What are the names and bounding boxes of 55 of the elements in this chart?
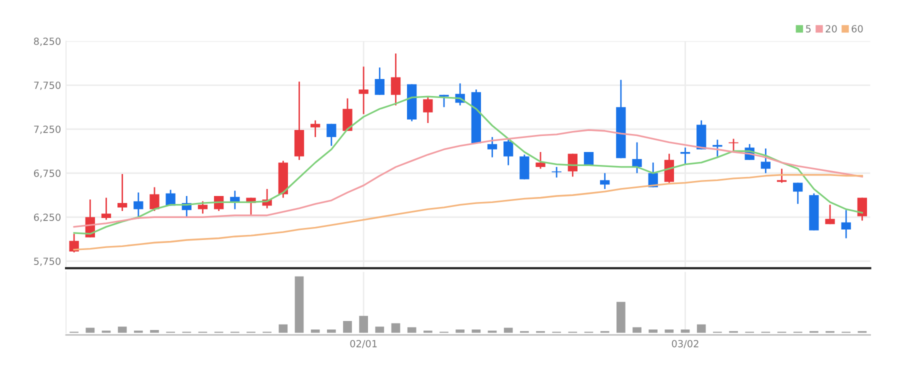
candlestick: [520, 154, 530, 180]
bar: [407, 327, 416, 333]
bar: [504, 328, 513, 333]
legend-label: 60: [852, 25, 863, 32]
candlestick: [117, 173, 128, 212]
bar: [86, 328, 95, 333]
candlestick: [776, 168, 787, 184]
candlestick: [150, 186, 160, 212]
bar: [375, 326, 384, 333]
candlestick: [825, 204, 835, 225]
candlestick: [326, 123, 336, 147]
bar: [616, 302, 626, 333]
candlestick: [760, 148, 771, 174]
candlestick: [374, 66, 384, 96]
bar: [472, 329, 481, 333]
y-tick-label: 8,250: [34, 38, 61, 46]
candlestick: [632, 142, 642, 174]
candlestick: [101, 197, 112, 220]
bar: [632, 327, 642, 333]
bar: [150, 330, 159, 333]
bar: [118, 326, 127, 333]
bar: [326, 329, 336, 333]
legend-label: 20: [826, 25, 837, 32]
bar: [456, 329, 465, 333]
candlestick: [841, 209, 851, 239]
candlestick: [584, 152, 594, 166]
candlestick: [310, 120, 320, 138]
x-tick-label: 03/02: [672, 340, 698, 348]
y-tick-label: 6,250: [34, 214, 61, 222]
legend-label: 5: [806, 25, 811, 32]
bar: [696, 324, 706, 333]
y-tick-label: 6,750: [34, 170, 61, 178]
candlestick: [504, 138, 514, 166]
candlestick: [487, 136, 498, 158]
y-tick-label: 7,250: [34, 126, 61, 134]
y-tick-label: 5,750: [34, 258, 61, 266]
bar: [343, 321, 352, 333]
candlestick: [342, 98, 352, 132]
bar: [278, 324, 288, 333]
candlestick: [69, 233, 79, 254]
y-tick-label: 7,750: [34, 82, 61, 90]
bar: [359, 316, 368, 333]
candlestick: [664, 153, 674, 184]
candlestick: [536, 151, 546, 170]
candlestick: [600, 172, 610, 190]
bar: [294, 276, 304, 333]
candlestick: [390, 52, 401, 106]
bar: [391, 323, 400, 333]
candlestick: [358, 66, 368, 115]
candlestick: [793, 182, 803, 205]
bar: [310, 329, 320, 333]
x-tick-label: 02/01: [350, 340, 377, 348]
candlestick: [423, 96, 433, 124]
bar: [648, 329, 658, 333]
candlestick: [680, 146, 690, 166]
